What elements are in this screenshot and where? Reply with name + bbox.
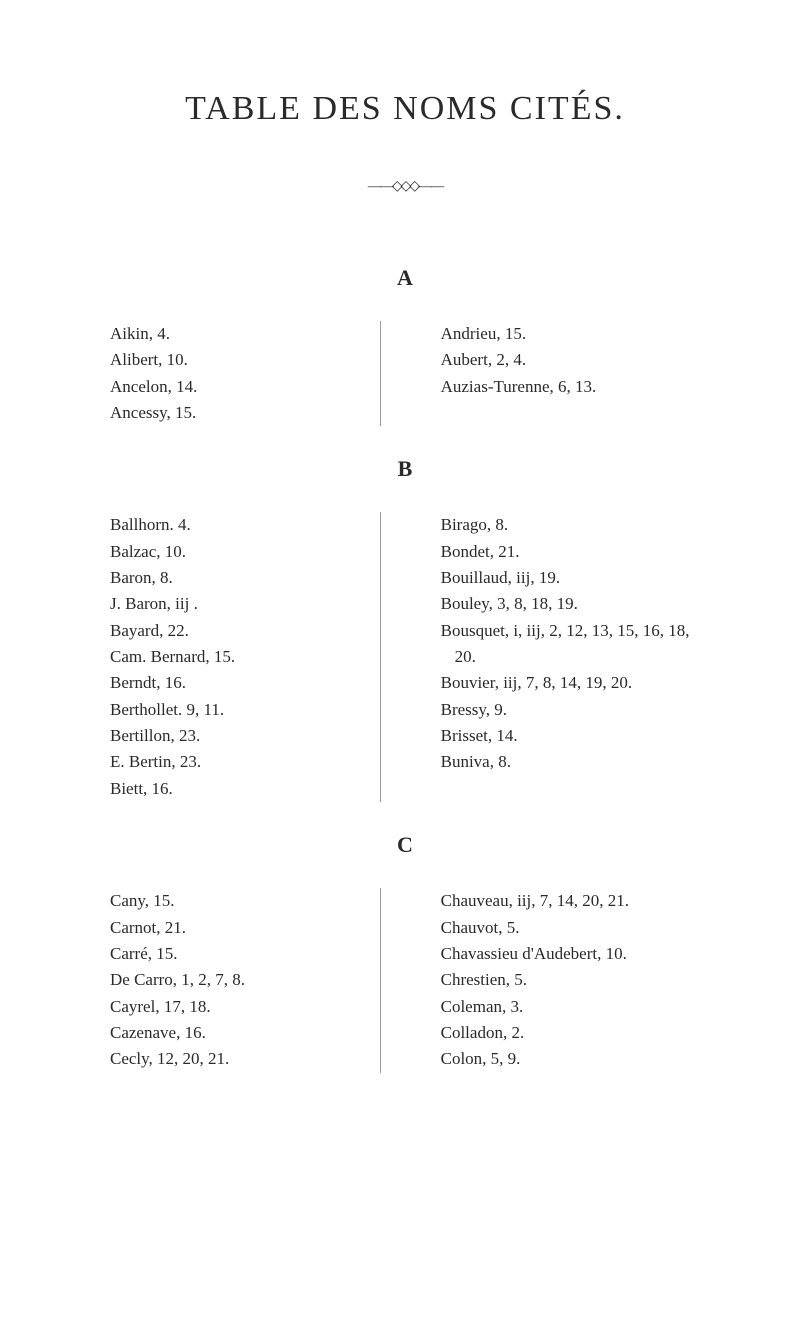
section-a-left-col: Aikin, 4. Alibert, 10. Ancelon, 14. Ance… bbox=[110, 321, 381, 426]
index-entry: Bertillon, 23. bbox=[110, 723, 368, 749]
index-entry: Bayard, 22. bbox=[110, 618, 368, 644]
index-entry: Berndt, 16. bbox=[110, 670, 368, 696]
index-entry: Coleman, 3. bbox=[441, 994, 700, 1020]
index-entry: Chrestien, 5. bbox=[441, 967, 700, 993]
index-entry: J. Baron, iij . bbox=[110, 591, 368, 617]
index-entry: Ancelon, 14. bbox=[110, 374, 368, 400]
index-entry: Brisset, 14. bbox=[441, 723, 700, 749]
section-c-left-col: Cany, 15. Carnot, 21. Carré, 15. De Carr… bbox=[110, 888, 381, 1072]
index-entry: Ballhorn. 4. bbox=[110, 512, 368, 538]
index-entry: Ancessy, 15. bbox=[110, 400, 368, 426]
index-entry: Auzias-Turenne, 6, 13. bbox=[441, 374, 700, 400]
index-entry: Bousquet, i, iij, 2, 12, 13, 15, 16, 18,… bbox=[441, 618, 700, 671]
index-entry: Balzac, 10. bbox=[110, 539, 368, 565]
index-entry: Chavassieu d'Audebert, 10. bbox=[441, 941, 700, 967]
section-a-right-col: Andrieu, 15. Aubert, 2, 4. Auzias-Turenn… bbox=[429, 321, 700, 426]
index-entry: Cayrel, 17, 18. bbox=[110, 994, 368, 1020]
index-entry: Biett, 16. bbox=[110, 776, 368, 802]
index-entry: Cazenave, 16. bbox=[110, 1020, 368, 1046]
index-entry: Bressy, 9. bbox=[441, 697, 700, 723]
page-title: TABLE DES NOMS CITÉS. bbox=[110, 90, 700, 128]
index-entry: Colon, 5, 9. bbox=[441, 1046, 700, 1072]
index-entry: Aikin, 4. bbox=[110, 321, 368, 347]
section-c-right-col: Chauveau, iij, 7, 14, 20, 21. Chauvot, 5… bbox=[429, 888, 700, 1072]
index-entry: Buniva, 8. bbox=[441, 749, 700, 775]
index-entry: Baron, 8. bbox=[110, 565, 368, 591]
index-entry: De Carro, 1, 2, 7, 8. bbox=[110, 967, 368, 993]
index-entry: Alibert, 10. bbox=[110, 347, 368, 373]
index-entry: Bouvier, iij, 7, 8, 14, 19, 20. bbox=[441, 670, 700, 696]
section-b-columns: Ballhorn. 4. Balzac, 10. Baron, 8. J. Ba… bbox=[110, 512, 700, 802]
index-entry: Bouley, 3, 8, 18, 19. bbox=[441, 591, 700, 617]
section-letter-b: B bbox=[110, 456, 700, 482]
section-b-right-col: Birago, 8. Bondet, 21. Bouillaud, iij, 1… bbox=[429, 512, 700, 802]
index-entry: Chauveau, iij, 7, 14, 20, 21. bbox=[441, 888, 700, 914]
section-c-columns: Cany, 15. Carnot, 21. Carré, 15. De Carr… bbox=[110, 888, 700, 1072]
index-entry: Chauvot, 5. bbox=[441, 915, 700, 941]
index-entry: Carnot, 21. bbox=[110, 915, 368, 941]
section-b-left-col: Ballhorn. 4. Balzac, 10. Baron, 8. J. Ba… bbox=[110, 512, 381, 802]
index-entry: Birago, 8. bbox=[441, 512, 700, 538]
index-entry: Bondet, 21. bbox=[441, 539, 700, 565]
ornament-divider: ——◇◇◇—— bbox=[110, 178, 700, 195]
index-entry: Andrieu, 15. bbox=[441, 321, 700, 347]
index-entry: Bouillaud, iij, 19. bbox=[441, 565, 700, 591]
index-entry: Aubert, 2, 4. bbox=[441, 347, 700, 373]
section-a-columns: Aikin, 4. Alibert, 10. Ancelon, 14. Ance… bbox=[110, 321, 700, 426]
index-entry: E. Bertin, 23. bbox=[110, 749, 368, 775]
index-entry: Berthollet. 9, 11. bbox=[110, 697, 368, 723]
index-entry: Cecly, 12, 20, 21. bbox=[110, 1046, 368, 1072]
index-entry: Colladon, 2. bbox=[441, 1020, 700, 1046]
index-entry: Cany, 15. bbox=[110, 888, 368, 914]
section-letter-c: C bbox=[110, 832, 700, 858]
index-entry: Carré, 15. bbox=[110, 941, 368, 967]
index-entry: Cam. Bernard, 15. bbox=[110, 644, 368, 670]
section-letter-a: A bbox=[110, 265, 700, 291]
